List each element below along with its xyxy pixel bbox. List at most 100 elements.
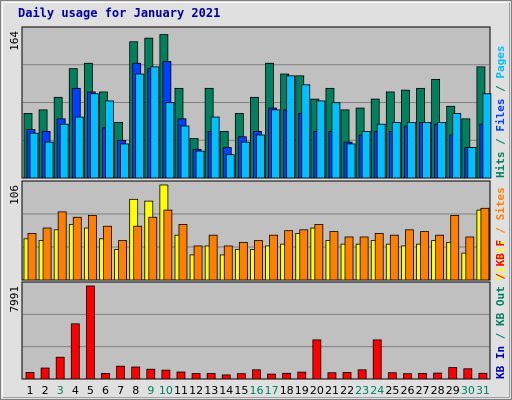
kbytes-kb-f-bar — [101, 373, 110, 380]
kbytes-legend-part: KB Out — [494, 286, 507, 332]
kbytes-ymax-label: 7991 — [8, 286, 21, 313]
visits-sites-sites-bar — [450, 215, 460, 281]
visits-sites-sites-bar — [133, 225, 143, 281]
hits-files-pages-pages-bar — [225, 154, 235, 179]
day-label: 31 — [476, 384, 490, 397]
visits-sites-legend-part: Visits — [494, 240, 507, 280]
visits-sites-ymax-label: 106 — [8, 185, 21, 205]
hits-files-pages-pages-bar — [407, 122, 416, 179]
kbytes-legend-part: / — [494, 332, 507, 346]
day-label: 23 — [355, 384, 369, 397]
day-label: 15 — [234, 384, 248, 397]
kbytes-kb-f-bar — [327, 372, 337, 380]
day-label: 29 — [446, 384, 460, 397]
visits-sites-sites-bar — [178, 224, 188, 281]
visits-sites-sites-bar — [103, 225, 112, 281]
kbytes-kb-f-bar — [267, 373, 276, 380]
kbytes-kb-f-bar — [478, 372, 488, 380]
visits-sites-sites-bar — [87, 215, 97, 281]
visits-sites-legend: Visits / Sites — [494, 187, 507, 280]
hits-files-pages-pages-bar — [105, 100, 114, 179]
kbytes-kb-f-bar — [357, 369, 367, 380]
hits-files-pages-pages-bar — [256, 134, 265, 179]
kbytes-kb-f-bar — [387, 372, 397, 380]
hits-files-pages-pages-bar — [376, 123, 386, 179]
kbytes-kb-f-bar — [25, 372, 35, 380]
visits-sites-legend-part: / — [494, 227, 507, 241]
kbytes-kb-f-bar — [206, 373, 216, 380]
day-label: 24 — [370, 384, 384, 397]
hits-files-pages-legend-part: Pages — [494, 46, 507, 86]
day-label: 14 — [219, 384, 233, 397]
visits-sites-sites-bar — [374, 232, 384, 281]
day-label: 11 — [174, 384, 188, 397]
kbytes-kb-f-bar — [236, 373, 246, 380]
hits-files-pages-pages-bar — [210, 116, 220, 179]
hits-files-pages-pages-bar — [452, 113, 462, 179]
hits-files-pages-pages-bar — [286, 75, 296, 179]
day-label: 3 — [57, 384, 64, 397]
hits-files-pages-pages-bar — [271, 109, 280, 179]
day-label: 27 — [416, 384, 430, 397]
hits-files-pages-pages-bar — [29, 132, 39, 179]
kbytes-kb-f-bar — [176, 371, 186, 380]
hits-files-pages-pages-bar — [180, 125, 190, 179]
visits-sites-sites-bar — [359, 236, 369, 281]
visits-sites-sites-bar — [480, 207, 490, 281]
hits-files-pages-pages-bar — [482, 93, 492, 179]
hits-files-pages-pages-bar — [150, 66, 160, 179]
kbytes-kb-f-bar — [131, 366, 141, 380]
kbytes-kb-f-bar — [70, 323, 80, 380]
hits-files-pages-ymax-label: 164 — [8, 31, 21, 51]
kbytes-legend: KB In / KB Out / KB F — [494, 240, 507, 379]
kbytes-kb-f-bar — [463, 368, 473, 380]
kbytes-kb-f-bar — [433, 372, 443, 380]
visits-sites-sites-bar — [42, 227, 52, 281]
hits-files-pages-legend-part: / — [494, 138, 507, 152]
kbytes-kb-f-bar — [448, 367, 458, 380]
day-label: 7 — [117, 384, 124, 397]
hits-files-pages-pages-bar — [346, 143, 356, 179]
day-label: 21 — [325, 384, 339, 397]
day-label: 26 — [400, 384, 414, 397]
visits-sites-sites-bar — [405, 229, 414, 281]
visits-sites-sites-bar — [284, 230, 294, 281]
kbytes-kb-f-bar — [116, 365, 125, 380]
kbytes-kb-f-bar — [312, 339, 322, 380]
kbytes-kb-f-bar — [252, 369, 261, 380]
day-label: 28 — [431, 384, 445, 397]
kbytes-kb-f-bar — [372, 339, 382, 380]
hits-files-pages-legend: Hits / Files / Pages — [494, 46, 507, 179]
hits-files-pages-pages-bar — [391, 122, 401, 179]
visits-sites-sites-bar — [72, 216, 82, 281]
day-label: 22 — [340, 384, 354, 397]
visits-sites-sites-bar — [57, 211, 67, 281]
kbytes-kb-f-bar — [161, 369, 171, 380]
visits-sites-sites-bar — [420, 231, 429, 281]
day-label: 6 — [102, 384, 109, 397]
hits-files-pages-pages-bar — [240, 141, 250, 179]
day-label: 16 — [250, 384, 264, 397]
kbytes-panel — [21, 281, 491, 380]
kbytes-legend-part: KB In — [494, 346, 507, 379]
visits-sites-sites-bar — [299, 229, 309, 281]
kbytes-legend-part: / — [494, 273, 507, 287]
day-label: 25 — [385, 384, 399, 397]
kbytes-kb-f-bar — [191, 373, 201, 380]
hits-files-pages-pages-bar — [120, 143, 129, 179]
day-label: 4 — [72, 384, 79, 397]
hits-files-pages-legend-part: Files — [494, 99, 507, 139]
visits-sites-sites-bar — [223, 245, 233, 281]
hits-files-pages-pages-bar — [361, 130, 371, 179]
visits-sites-sites-bar — [465, 236, 475, 281]
day-label: 13 — [204, 384, 218, 397]
visits-sites-sites-bar — [193, 245, 203, 281]
hits-files-pages-pages-bar — [301, 84, 311, 179]
hits-files-pages-pages-bar — [437, 122, 447, 179]
visits-sites-sites-bar — [208, 234, 218, 281]
day-label: 5 — [87, 384, 94, 397]
hits-files-pages-pages-bar — [195, 150, 205, 179]
visits-sites-sites-bar — [344, 236, 354, 281]
hits-files-pages-pages-bar — [44, 141, 54, 179]
